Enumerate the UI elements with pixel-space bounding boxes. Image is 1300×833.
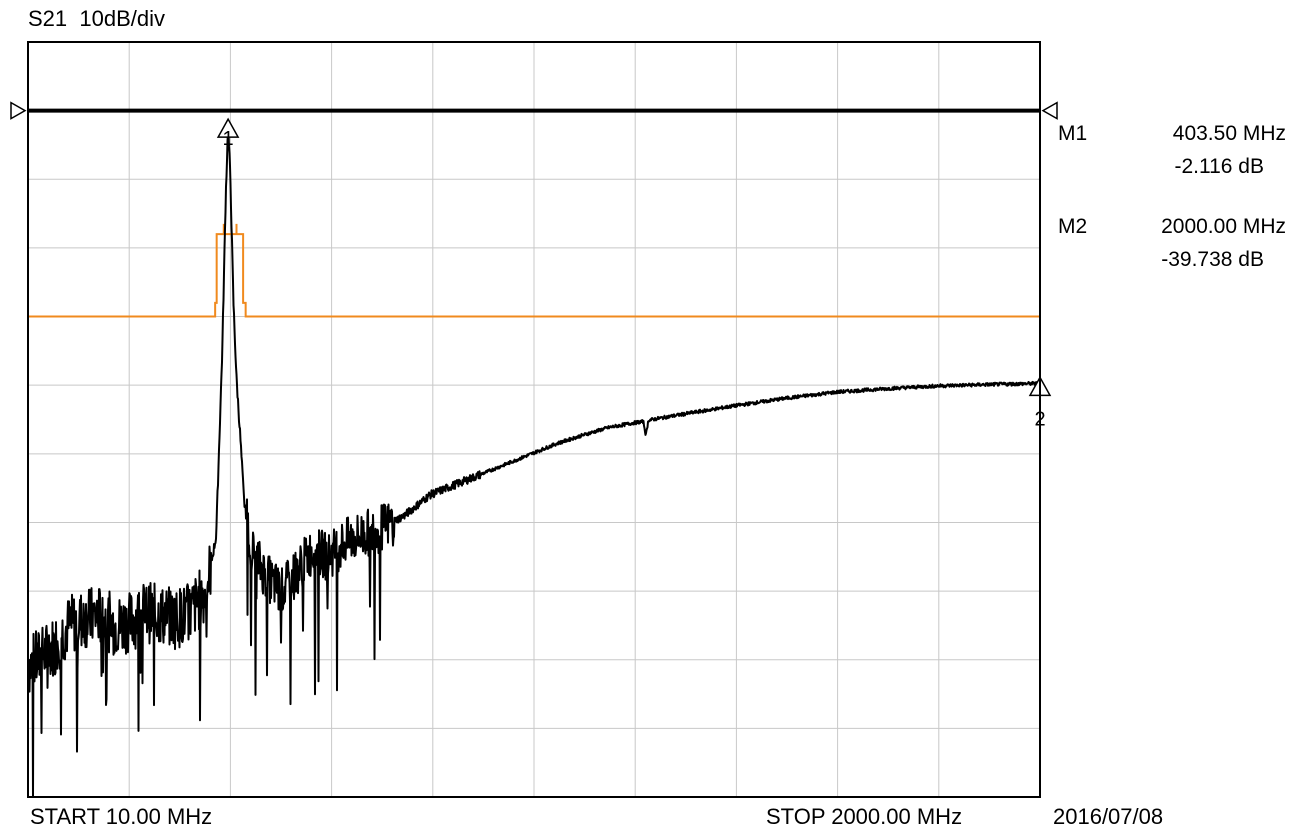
plot-frame: [27, 41, 1041, 798]
header: S21 10dB/div: [28, 8, 165, 30]
scale-label: 10dB/div: [79, 6, 166, 31]
marker-2-level: -39.738 dB: [1161, 248, 1264, 271]
grid-lines: [28, 42, 1040, 797]
reference-left-arrow-icon: [10, 101, 27, 120]
reference-right-arrow-icon: [1041, 101, 1058, 120]
start-frequency: START 10.00 MHz: [30, 804, 213, 829]
trace-label: S21: [28, 6, 68, 31]
marker-triangle-icon: [216, 117, 240, 138]
marker-1-freq: 403.50 MHz: [1172, 122, 1286, 145]
marker-number: 1: [223, 128, 234, 150]
marker-1-name: M1: [1058, 122, 1088, 145]
s21-trace: [27, 130, 1041, 798]
marker-glyphs: 12: [216, 117, 1052, 430]
stop-frequency: STOP 2000.00 MHz: [766, 804, 963, 829]
date-stamp: 2016/07/08: [1053, 804, 1164, 829]
marker-1-level: -2.116 dB: [1174, 155, 1264, 178]
limit-line: [28, 223, 1040, 318]
marker-2-name: M2: [1058, 215, 1088, 238]
marker-2-freq: 2000.00 MHz: [1161, 215, 1286, 238]
